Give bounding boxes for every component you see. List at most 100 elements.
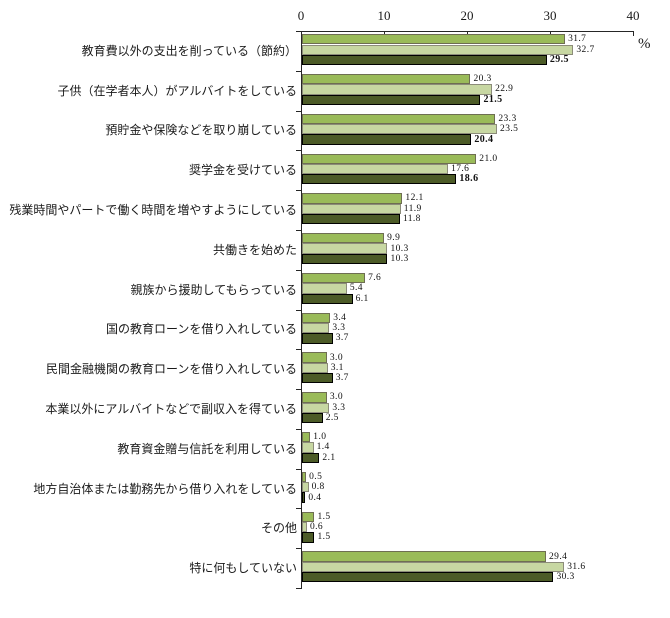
value-label: 3.4 (333, 312, 347, 323)
bar-series-3 (302, 213, 400, 225)
value-label: 3.3 (332, 402, 346, 413)
bar-row: 3.4 (302, 312, 347, 323)
bar-series-2 (302, 124, 498, 135)
bar-series-2 (302, 402, 330, 413)
bar-row: 11.8 (302, 213, 421, 225)
y-axis-tick-mark (296, 269, 302, 271)
bar-series-3 (302, 54, 547, 66)
bar-series-3 (302, 134, 472, 145)
category-label: 残業時間やパートで働く時間を増やすようにしている (9, 203, 297, 218)
bar-series-1 (302, 233, 385, 244)
value-label: 29.5 (549, 53, 569, 65)
y-axis-tick-mark (296, 428, 302, 430)
bar-series-2 (302, 84, 493, 95)
x-axis-tick-label: 10 (377, 8, 391, 23)
value-label: 1.5 (317, 511, 331, 522)
bar-series-2 (302, 243, 388, 254)
category-label: 教育費以外の支出を削っている（節約） (81, 43, 297, 58)
bar-row: 1.0 (302, 432, 327, 443)
value-label: 11.8 (402, 214, 421, 225)
bar-series-1 (302, 272, 366, 284)
bar-series-1 (302, 312, 331, 323)
value-label: 9.9 (387, 233, 401, 244)
x-axis-tick-mark (467, 31, 468, 36)
bar-series-2 (302, 442, 314, 453)
bar-row: 0.5 (302, 471, 323, 483)
bar-row: 3.7 (302, 373, 349, 384)
bar-series-3 (302, 452, 320, 463)
bar-series-1 (302, 511, 315, 522)
bar-series-1 (302, 73, 471, 85)
bar-series-2 (302, 521, 307, 533)
y-axis-tick-mark (296, 548, 302, 550)
y-axis-tick-mark (296, 309, 302, 311)
y-axis-tick-mark (296, 31, 302, 32)
value-label: 23.5 (500, 124, 519, 135)
value-label: 0.5 (309, 471, 323, 482)
x-axis-tick-mark (633, 31, 634, 36)
value-label: 20.4 (474, 133, 494, 145)
x-axis-tick-label: 20 (460, 8, 474, 23)
category-label: 地方自治体または勤務先から借り入れをしている (33, 481, 297, 496)
bar-row: 1.5 (302, 511, 331, 522)
bar-series-3 (302, 373, 333, 384)
category-label: 親族から援助してもらっている (130, 282, 297, 297)
value-label: 6.1 (355, 293, 369, 304)
x-axis-tick-mark (550, 31, 551, 36)
value-label: 3.7 (335, 373, 349, 384)
bar-series-2 (302, 362, 328, 374)
y-axis-tick-mark (296, 508, 302, 510)
value-label: 0.6 (309, 522, 324, 533)
bar-series-2 (302, 482, 309, 493)
y-axis-tick-mark (296, 190, 302, 192)
bar-row: 3.1 (302, 362, 344, 374)
bar-series-3 (302, 333, 333, 344)
bar-row: 30.3 (302, 572, 575, 583)
bar-row: 32.7 (302, 44, 595, 55)
bar-series-2 (302, 283, 347, 294)
value-label: 21.5 (483, 93, 503, 105)
y-axis-tick-mark (296, 349, 302, 351)
value-label: 3.1 (330, 362, 344, 373)
bar-row: 3.3 (302, 323, 346, 334)
value-label: 3.3 (332, 323, 346, 334)
bar-row: 12.1 (302, 193, 424, 204)
bar-row: 31.6 (302, 561, 586, 572)
value-label: 5.4 (349, 283, 363, 294)
bar-row: 0.4 (302, 492, 321, 503)
bar-row: 18.6 (302, 173, 479, 185)
bar-series-1 (302, 551, 547, 562)
bar-series-1 (302, 153, 477, 164)
bar-series-2 (302, 203, 401, 214)
bar-row: 1.4 (302, 442, 330, 453)
bar-row: 3.3 (302, 402, 346, 413)
category-label: 本業以外にアルバイトなどで副収入を得ている (45, 401, 297, 416)
bar-series-1 (302, 432, 311, 443)
value-label: 29.4 (549, 551, 568, 562)
value-label: 2.1 (322, 452, 336, 463)
bar-row: 29.5 (302, 53, 569, 66)
value-label: 18.6 (459, 173, 479, 185)
bar-series-3 (302, 253, 388, 265)
bar-series-1 (302, 193, 403, 204)
value-label: 1.0 (313, 432, 327, 443)
bar-row: 3.0 (302, 392, 343, 403)
percent-unit-label: % (638, 36, 651, 52)
value-label: 20.3 (473, 74, 492, 85)
value-label: 2.5 (325, 413, 339, 423)
bar-series-3 (302, 572, 554, 583)
category-label: 子供（在学者本人）がアルバイトをしている (57, 83, 297, 98)
category-label: 国の教育ローンを借り入れしている (105, 322, 297, 337)
x-axis-tick-label: 30 (543, 8, 557, 23)
bar-series-1 (302, 392, 327, 403)
category-label: 民間金融機関の教育ローンを借り入れしている (45, 362, 297, 377)
value-label: 23.3 (498, 113, 517, 124)
value-label: 30.3 (556, 572, 575, 583)
bar-row: 0.6 (302, 521, 324, 533)
y-axis-tick-mark (296, 150, 302, 152)
y-axis-tick-mark (296, 229, 302, 231)
y-axis-tick-mark (296, 588, 302, 589)
value-label: 17.6 (451, 163, 470, 174)
bar-row: 7.6 (302, 272, 381, 284)
